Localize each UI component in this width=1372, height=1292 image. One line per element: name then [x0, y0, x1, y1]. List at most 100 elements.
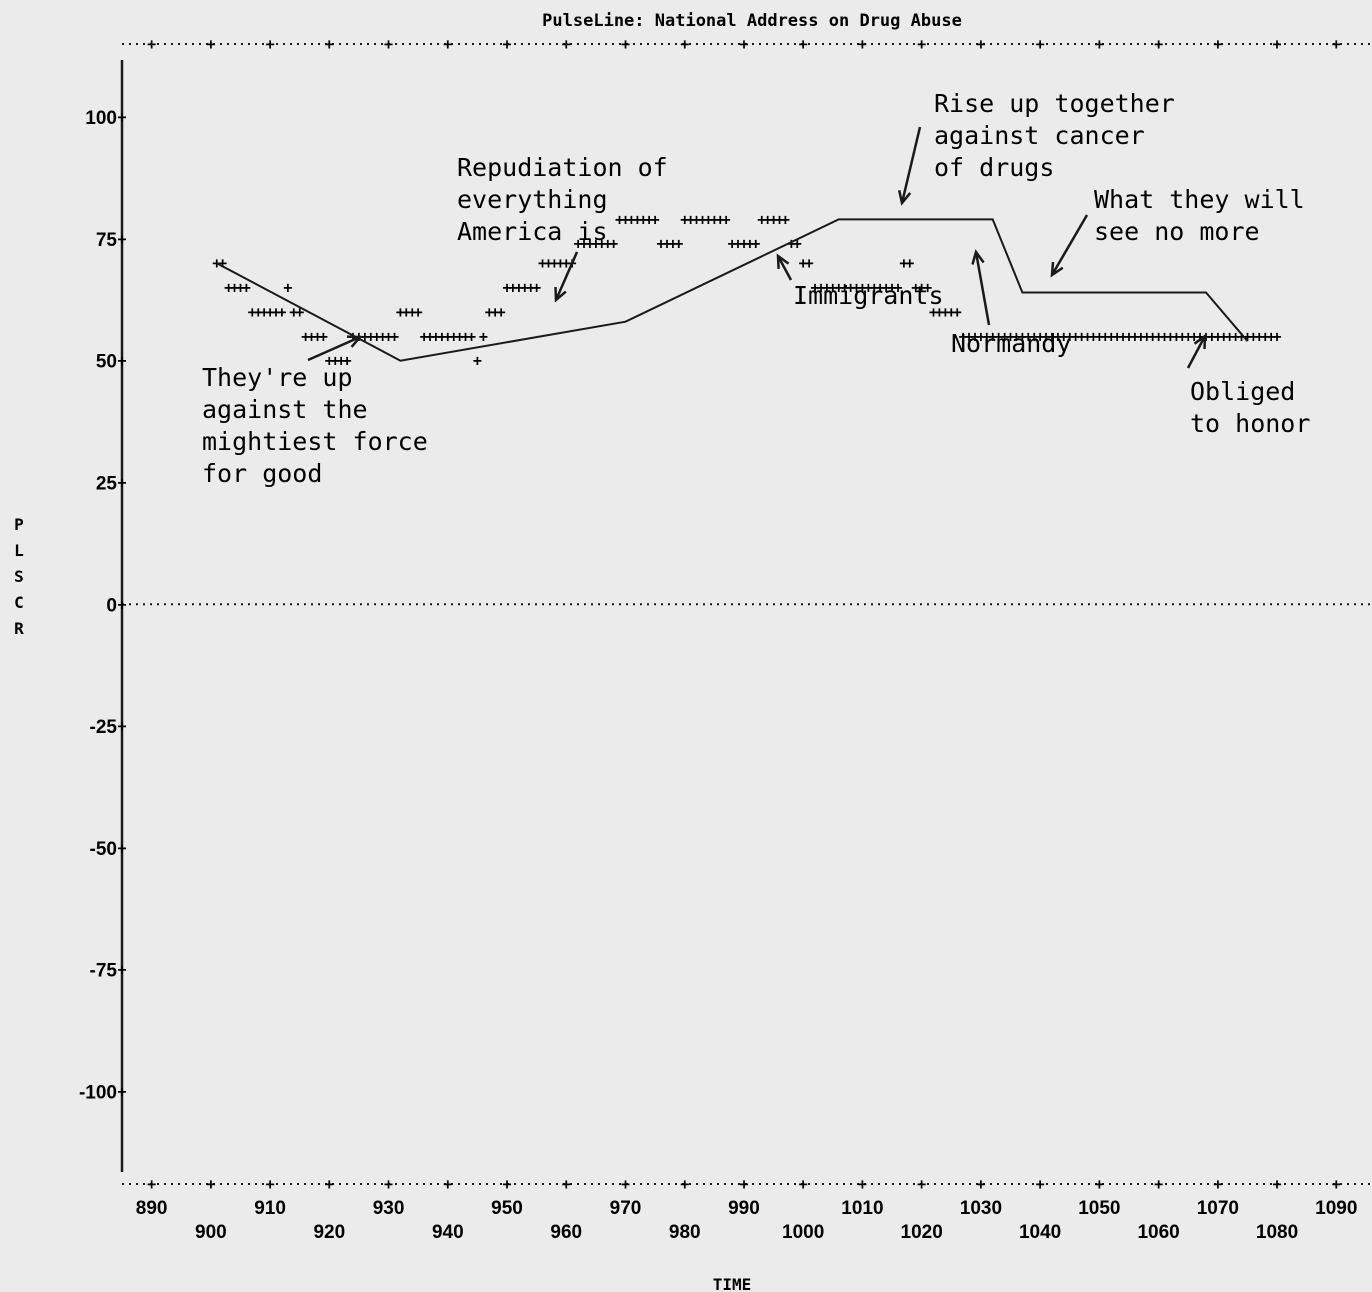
data-point: +: [277, 303, 286, 321]
x-axis-label: TIME: [713, 1275, 752, 1292]
data-point: +: [739, 235, 748, 253]
data-point: +: [935, 303, 944, 321]
data-point: +: [651, 210, 660, 228]
data-point: +: [828, 279, 837, 297]
x-tick-label: 1010: [841, 1198, 883, 1219]
data-point: +: [751, 235, 760, 253]
data-point: +: [876, 279, 885, 297]
y-ticks: 100 +75 +50 +25 +0 +-25 +-50 +-75 +-100 +: [79, 108, 127, 1103]
data-point: +: [899, 254, 908, 272]
data-point: +: [497, 303, 506, 321]
data-point: +: [775, 210, 784, 228]
data-point: +: [852, 279, 861, 297]
frame-tick-mark: +: [621, 1175, 630, 1193]
y-tick-mark: +: [117, 595, 126, 613]
data-point: +: [1166, 327, 1175, 345]
data-point: +: [544, 254, 553, 272]
data-point: +: [769, 210, 778, 228]
data-point: +: [965, 327, 974, 345]
arrow-shaft: [1050, 214, 1089, 276]
data-point: +: [1006, 327, 1015, 345]
data-point: +: [787, 235, 796, 253]
data-point: +: [491, 303, 500, 321]
data-point: +: [639, 210, 648, 228]
annotation-line: Repudiation of: [457, 153, 668, 182]
data-point: +: [710, 210, 719, 228]
x-tick-label: 1000: [782, 1222, 824, 1243]
data-point: +: [953, 303, 962, 321]
arrow-shaft: [776, 255, 793, 281]
data-point: +: [1207, 327, 1216, 345]
data-point: +: [455, 327, 464, 345]
data-point: +: [337, 352, 346, 370]
data-point: +: [212, 254, 221, 272]
frame-tick-mark: +: [1036, 1175, 1045, 1193]
data-point: +: [716, 210, 725, 228]
arrow-shaft: [307, 335, 361, 362]
annotation-line: against cancer: [934, 121, 1145, 150]
data-point: +: [508, 279, 517, 297]
data-point: +: [1030, 327, 1039, 345]
y-tick-mark: +: [117, 108, 126, 126]
data-point: +: [1213, 327, 1222, 345]
data-point: +: [1196, 327, 1205, 345]
frame-tick-mark: +: [858, 35, 867, 53]
y-tick-label: 50: [96, 352, 117, 373]
y-tick-label: 25: [96, 473, 118, 494]
x-tick-label: 890: [136, 1198, 168, 1219]
data-point: +: [941, 303, 950, 321]
data-points: ++++++++++++++++++++++++++++++++++++++++…: [212, 210, 1281, 369]
data-point: +: [870, 279, 879, 297]
data-point: +: [254, 303, 263, 321]
y-tick-label: 75: [96, 230, 118, 251]
data-point: +: [627, 210, 636, 228]
frame-tick-mark: +: [206, 1175, 215, 1193]
arrow-head: [776, 253, 790, 270]
data-point: +: [917, 279, 926, 297]
data-point: +: [846, 279, 855, 297]
data-point: +: [1190, 327, 1199, 345]
frame-tick-mark: +: [858, 1175, 867, 1193]
data-point: +: [1255, 327, 1264, 345]
data-point: +: [360, 327, 369, 345]
data-point: +: [467, 327, 476, 345]
annotation-line: Normandy: [951, 329, 1071, 358]
arrow-head: [897, 190, 912, 206]
data-point: +: [822, 279, 831, 297]
data-point: +: [1231, 327, 1240, 345]
x-ticks: 890 900 910 920 930 940 950 960 970 980 990 1000 101…: [136, 1198, 1358, 1243]
x-tick-label: 960: [550, 1222, 582, 1243]
data-point: +: [283, 279, 292, 297]
data-point: +: [402, 303, 411, 321]
frame-tick-mark: +: [1213, 1175, 1222, 1193]
annotation-line: Obliged: [1190, 377, 1295, 406]
data-point: +: [728, 235, 737, 253]
data-point: +: [1024, 327, 1033, 345]
data-point: +: [1142, 327, 1151, 345]
data-point: +: [1249, 327, 1258, 345]
data-point: +: [692, 210, 701, 228]
data-point: +: [313, 327, 322, 345]
data-point: +: [218, 254, 227, 272]
x-tick-label: 1090: [1315, 1198, 1357, 1219]
frame-tick-mark: +: [1332, 1175, 1341, 1193]
x-tick-label: 910: [254, 1198, 286, 1219]
arrow-shaft: [900, 126, 922, 204]
y-tick-mark: +: [117, 473, 126, 491]
annotation-line: What they will: [1094, 185, 1305, 214]
data-point: +: [603, 235, 612, 253]
y-tick-label: -25: [90, 717, 118, 738]
data-point: +: [816, 279, 825, 297]
frame-tick-mark: +: [1332, 35, 1341, 53]
data-point: +: [1225, 327, 1234, 345]
data-point: +: [1119, 327, 1128, 345]
data-point: +: [384, 327, 393, 345]
data-point: +: [1107, 327, 1116, 345]
frame-tick-mark: +: [1273, 35, 1282, 53]
data-point: +: [597, 235, 606, 253]
y-tick-mark: +: [117, 352, 126, 370]
data-point: +: [911, 279, 920, 297]
x-tick-label: 1020: [901, 1222, 943, 1243]
data-point: +: [929, 303, 938, 321]
data-point: +: [1130, 327, 1139, 345]
